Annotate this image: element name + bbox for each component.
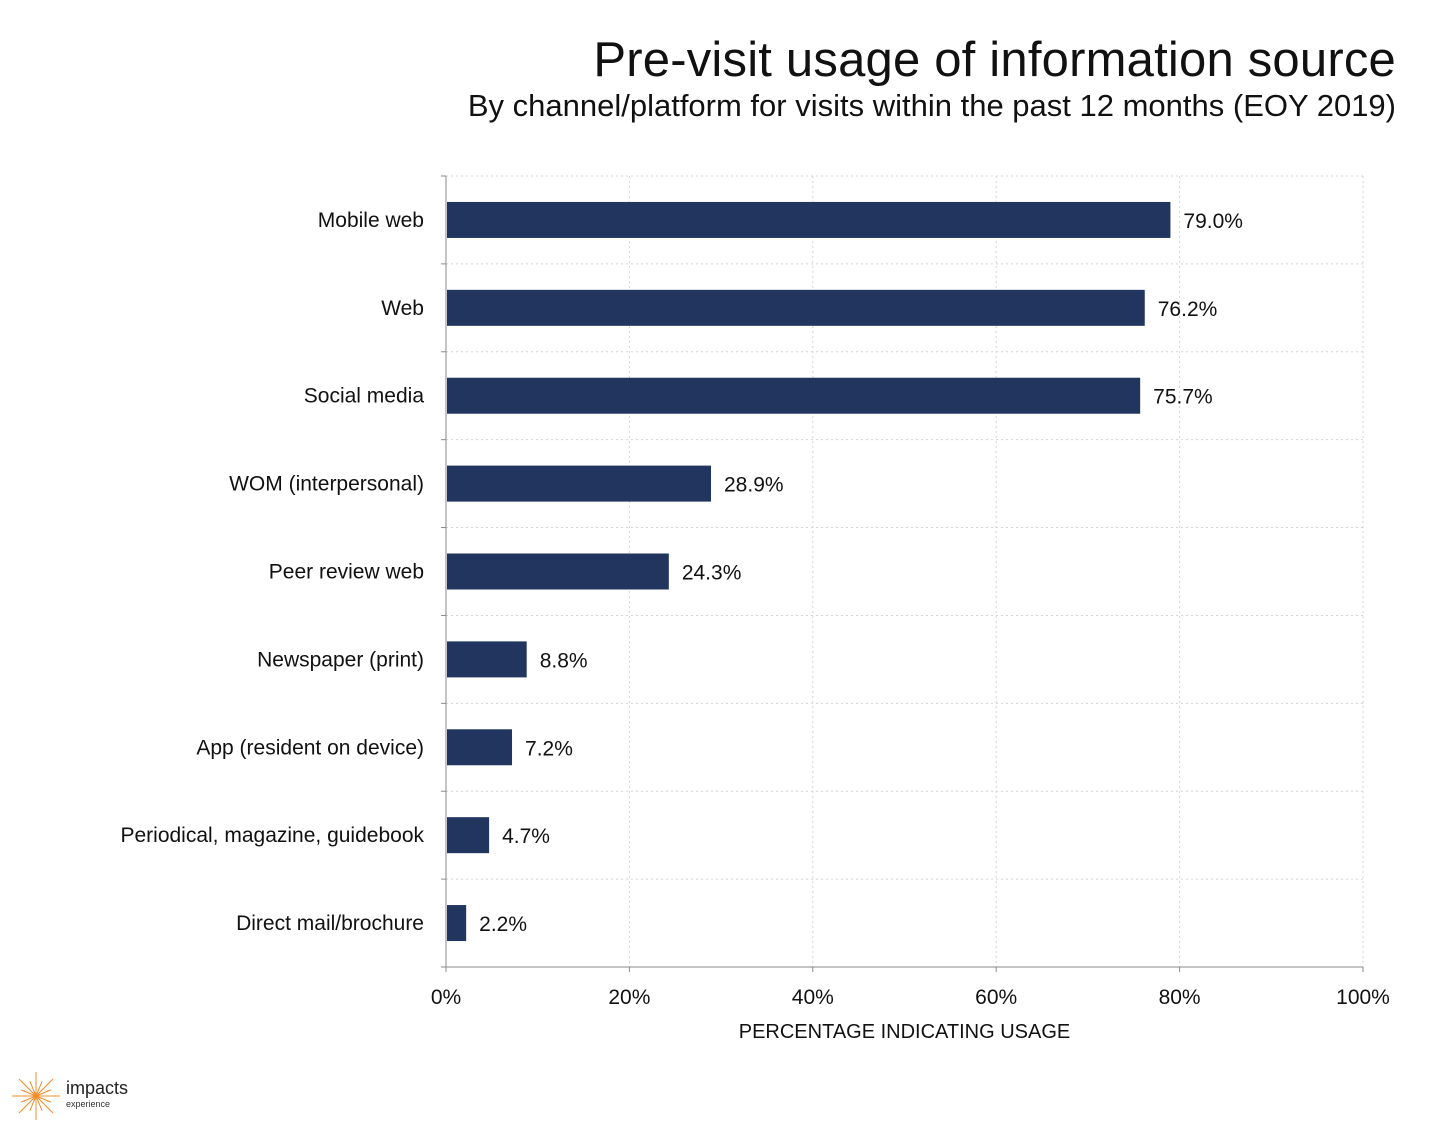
x-tick-label: 40% [792,986,834,1009]
x-axis-title: PERCENTAGE INDICATING USAGE [739,1021,1071,1043]
category-label: Direct mail/brochure [236,912,424,935]
category-label: Periodical, magazine, guidebook [120,824,424,847]
data-label: 28.9% [724,474,784,497]
x-tick-label: 60% [975,986,1017,1009]
bar [447,465,712,502]
bar [447,201,1171,238]
bar [447,553,669,590]
logo-wordmark: impacts [66,1078,129,1098]
data-label: 75.7% [1153,386,1213,409]
bar [447,817,490,854]
bar [447,377,1141,414]
category-label: WOM (interpersonal) [229,473,424,496]
data-label: 2.2% [479,913,527,936]
bar [447,905,467,942]
category-label: Social media [304,385,425,408]
bar [447,729,513,766]
page-subtitle: By channel/platform for visits within th… [467,88,1396,123]
data-label: 8.8% [540,649,588,672]
x-tick-label: 20% [608,986,650,1009]
category-label: Mobile web [318,209,424,232]
logo-subtext: experience [66,1099,111,1109]
page-title: Pre-visit usage of information source [593,33,1396,87]
category-label: Peer review web [269,561,424,584]
data-label: 24.3% [682,562,742,585]
category-label: App (resident on device) [196,736,424,759]
data-label: 76.2% [1158,298,1218,321]
x-tick-label: 0% [431,986,461,1009]
category-label: Web [381,297,424,320]
impacts-logo: impacts experience [10,1070,150,1122]
sunburst-icon [12,1072,60,1120]
data-label: 7.2% [525,737,573,760]
category-label: Newspaper (print) [257,648,424,671]
bar [447,289,1145,326]
bar [447,641,527,678]
x-tick-label: 80% [1159,986,1201,1009]
x-tick-label: 100% [1336,986,1390,1009]
data-label: 79.0% [1183,210,1243,233]
data-label: 4.7% [502,825,550,848]
